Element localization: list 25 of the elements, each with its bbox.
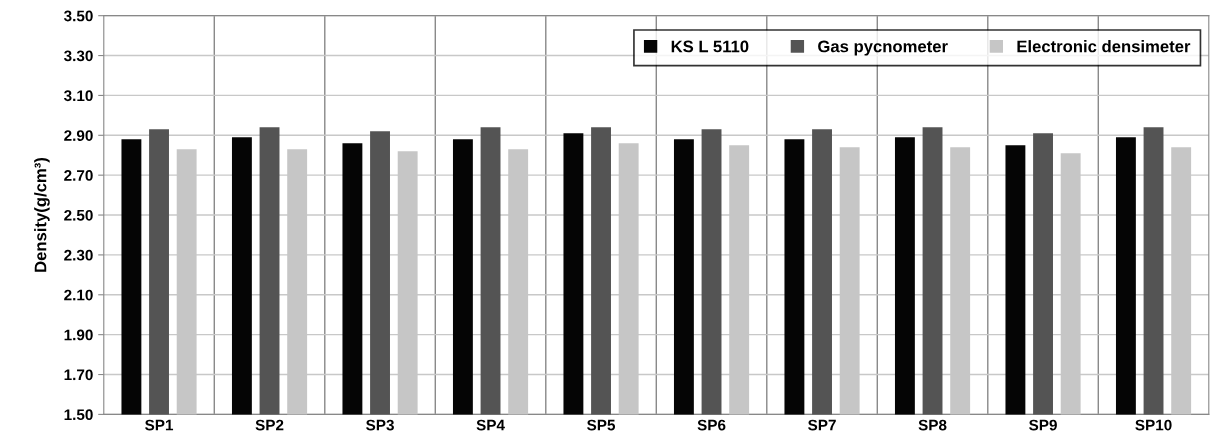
y-tick-label: 2.50 xyxy=(64,209,93,221)
y-tick-label: 2.90 xyxy=(64,130,93,141)
x-tick-label: SP10 xyxy=(1135,419,1172,431)
x-tick-label: SP2 xyxy=(255,419,284,431)
y-axis-title: Density(g/cm³) xyxy=(34,157,50,272)
y-tick-label: 3.10 xyxy=(63,90,93,102)
legend-label: Electronic densimeter xyxy=(1017,40,1191,53)
y-tick-label: 3.30 xyxy=(63,50,93,62)
x-tick-label: SP7 xyxy=(808,419,836,431)
x-tick-label: SP4 xyxy=(476,419,505,431)
y-tick-label: 1.90 xyxy=(64,329,93,341)
x-tick-label: SP5 xyxy=(587,419,616,431)
y-tick-label: 2.70 xyxy=(64,170,93,181)
x-tick-label: SP8 xyxy=(918,419,947,431)
x-tick-label: SP3 xyxy=(366,419,394,431)
y-tick-label: 2.10 xyxy=(64,289,93,301)
y-tick-label: 3.50 xyxy=(63,10,93,22)
x-tick-label: SP9 xyxy=(1029,419,1057,431)
legend-label: KS L 5110 xyxy=(671,40,749,53)
y-tick-label: 1.50 xyxy=(64,409,93,421)
x-tick-label: SP1 xyxy=(145,419,174,431)
legend-label: Gas pycnometer xyxy=(818,40,948,56)
y-tick-label: 2.30 xyxy=(64,249,93,261)
y-tick-label: 1.70 xyxy=(64,369,93,381)
x-tick-label: SP6 xyxy=(697,419,726,431)
